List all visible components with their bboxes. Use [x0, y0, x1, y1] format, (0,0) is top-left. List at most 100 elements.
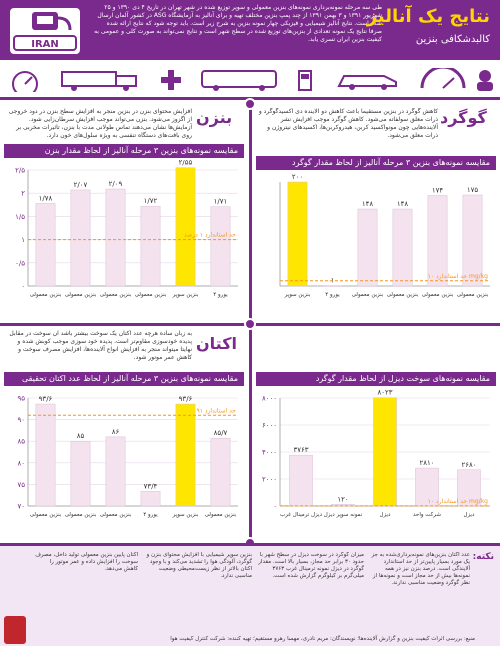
bar	[70, 189, 91, 287]
x-tick-label: نمونه سوپر دیزل	[324, 512, 363, 518]
bar	[373, 397, 397, 507]
bar	[105, 188, 126, 287]
x-tick-label: بنزین معمولی	[30, 292, 62, 298]
bar	[70, 440, 91, 507]
sulfur-text: کاهش گوگرد در بنزین مستقیما باعث کاهش دو…	[258, 108, 438, 139]
x-tick-label: بنزین معمولی	[30, 512, 62, 518]
x-tick-label: دیزل	[463, 512, 475, 518]
y-tick-label: ۹۰	[17, 416, 25, 424]
fuel-pump-icon: IRAN	[8, 6, 82, 56]
y-tick-label: ۲۰۰۰	[262, 476, 277, 484]
header-intro: طی سه مرحله نمونه‌برداری نمونه‌های بنزین…	[94, 4, 382, 43]
note-item: اکتان پایین بنزین معمولی تولید داخل، مصر…	[35, 552, 138, 572]
bar-value-label: ۲/۵۵	[179, 160, 193, 167]
bar-value-label: ۲/۰۹	[109, 180, 123, 188]
bar	[210, 206, 231, 287]
y-tick-label: ۱/۵	[15, 213, 25, 221]
bar	[392, 208, 413, 287]
benzene-chart-title: مقایسه نمونه‌های بنزین ۳ مرحله آنالیز از…	[4, 144, 244, 158]
bar-value-label: ۱۷۴	[432, 187, 444, 195]
header-banner: IRAN طی سه مرحله نمونه‌برداری نمونه‌های …	[0, 0, 500, 60]
x-tick-label: بنزین معمولی	[457, 292, 489, 298]
bar-value-label: ۱۴۸	[397, 200, 409, 208]
bar-value-label: ۱/۷۲	[144, 197, 158, 205]
divider-dot-middle	[244, 318, 256, 330]
bar	[289, 454, 313, 507]
bar-value-label: ۸۵/۷	[214, 429, 228, 437]
mechanic-icon	[477, 70, 493, 91]
note-item: میزان گوگرد در سوخت دیزل در سطح شهر با ح…	[258, 552, 364, 579]
y-tick-label: ۰	[273, 503, 277, 511]
x-tick-label: بنزین معمولی	[422, 292, 454, 298]
octane-chart-title: مقایسه نمونه‌های بنزین ۳ مرحله آنالیز از…	[4, 372, 244, 386]
bar	[140, 205, 161, 287]
bar-value-label: ۲/۰۷	[74, 181, 88, 189]
y-tick-label: ۹۵	[17, 395, 25, 403]
note-item: بنزین سوپر شیمیایی با افزایش محتوای بنزن…	[146, 552, 252, 579]
bar	[462, 194, 483, 287]
bar-value-label: ۳۷۶۳	[293, 446, 308, 454]
diesel-chart-title: مقایسه نمونه‌های سوخت دیزل از لحاظ مقدار…	[256, 372, 496, 386]
y-tick-label: ۰	[21, 283, 25, 291]
x-tick-label: یورو ۴	[213, 292, 228, 298]
octane-text: به زبان ساده هرچه عدد اکتان یک سوخت بیشت…	[9, 330, 192, 361]
bar-value-label: ۱/۷۱	[214, 198, 228, 206]
car-icon	[337, 75, 397, 90]
y-tick-label: ۲/۵	[15, 167, 25, 175]
x-tick-label: بنزین سوپر	[172, 512, 199, 518]
fuel-station-icon	[298, 70, 312, 91]
x-tick-label: یورو ۴	[143, 512, 158, 518]
x-tick-label: یورو ۴	[325, 292, 340, 298]
bar	[175, 403, 196, 507]
x-tick-label: بنزین معمولی	[65, 292, 97, 298]
bar-value-label: ۹۳/۶	[179, 395, 193, 403]
publisher-logo-icon	[4, 616, 26, 644]
bar	[287, 181, 308, 287]
x-tick-label: دیزل ترمینال غرب	[280, 512, 323, 518]
bar-value-label: ۲۰۰	[292, 173, 303, 181]
x-tick-label: بنزین معمولی	[387, 292, 419, 298]
limit-label: حد استاندارد ۱۰ mg/kg	[428, 498, 489, 505]
bar-value-label: ۱۷۵	[467, 186, 479, 194]
bar	[357, 208, 378, 287]
x-tick-label: بنزین معمولی	[100, 512, 132, 518]
y-tick-label: ۸۵	[17, 438, 25, 446]
limit-label: حد استاندارد ۹۱	[196, 407, 236, 414]
bar-value-label: ۹۳/۶	[39, 395, 53, 403]
bar	[140, 491, 161, 507]
sulfur-title: گوگرد	[440, 108, 487, 127]
bus-icon	[201, 70, 277, 91]
benzene-title: بنزن	[196, 108, 233, 127]
sulfur-chart-title: مقایسه نمونه‌های بنزین ۳ مرحله آنالیز از…	[256, 156, 496, 170]
x-tick-label: شرکت واحد	[413, 511, 441, 518]
source-credit: منبع: بررسی اثرات کیفیت بنزین و گزارش آل…	[170, 636, 475, 642]
diesel-chart: ۰ ۲۰۰۰ ۴۰۰۰ ۶۰۰۰ ۸۰۰۰ ۳۷۶۳ دیزل ترمینال غرب ۱۲۰…	[262, 389, 490, 518]
bar-value-label: ۸۰۲۳	[377, 389, 392, 397]
bar-value-label: ۱۲۰	[337, 495, 348, 503]
y-tick-label: ۸۰	[17, 459, 25, 467]
bar	[322, 285, 343, 287]
notes-title: نکته:	[472, 552, 494, 562]
x-tick-label: بنزین معمولی	[352, 292, 384, 298]
first-aid-icon	[161, 70, 181, 90]
bar	[35, 203, 56, 287]
x-tick-label: بنزین معمولی	[100, 292, 132, 298]
iran-label: IRAN	[31, 39, 59, 50]
x-tick-label: بنزین معمولی	[205, 512, 237, 518]
bar	[175, 167, 196, 287]
x-tick-label: بنزین معمولی	[65, 512, 97, 518]
y-tick-label: ۶۰۰۰	[262, 422, 277, 430]
bar-value-label: ۸۵	[77, 432, 85, 440]
gauge-icon	[12, 71, 38, 92]
bar	[35, 403, 56, 507]
bar	[105, 436, 126, 507]
octane-title: اکتان	[196, 334, 237, 353]
bar	[457, 469, 481, 507]
y-tick-label: ۴۰۰۰	[262, 449, 277, 457]
limit-label: حد استاندارد ۱۰ mg/kg	[428, 273, 489, 280]
benzene-text: افزایش محتوای بنزن در بنزین منجر به افزا…	[8, 108, 192, 139]
vehicle-icon-row	[0, 60, 500, 100]
x-tick-label: دیزل	[379, 512, 391, 518]
note-item: عدد اکتان بنزین‌های نمونه‌برداری‌شده به …	[371, 552, 470, 586]
